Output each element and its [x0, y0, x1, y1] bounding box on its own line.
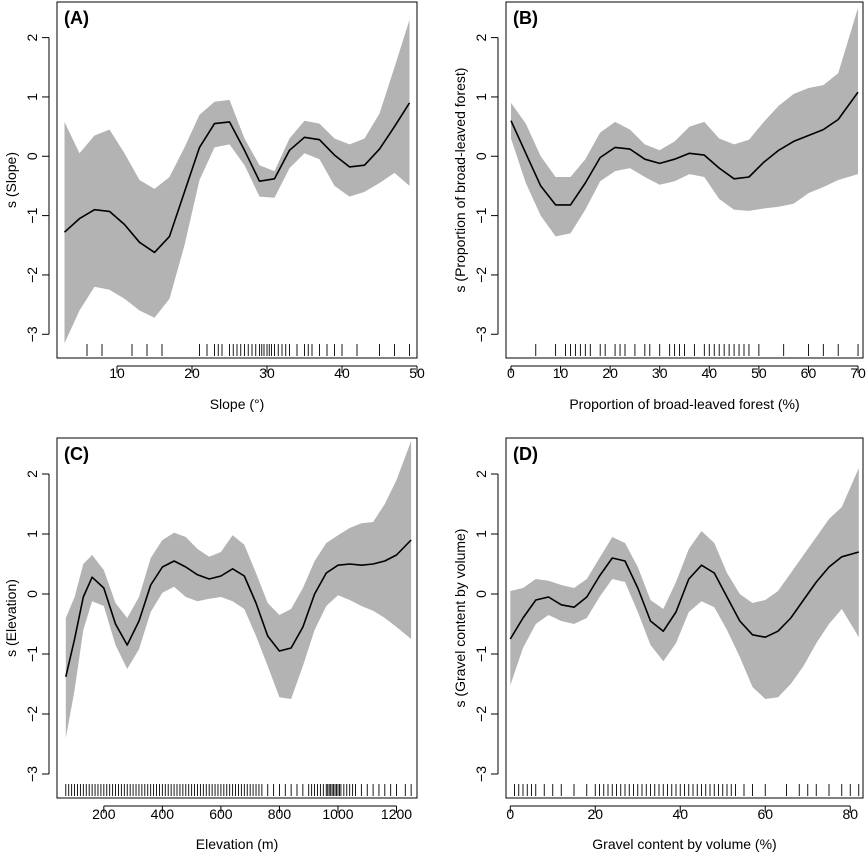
- x-tick-label: 70: [850, 365, 866, 381]
- fitted-line: [63, 102, 411, 254]
- y-tick-label: −1: [473, 207, 489, 223]
- x-tick-label: 400: [151, 806, 175, 822]
- panel-label: (B): [513, 8, 538, 28]
- x-tick-label: 800: [268, 806, 292, 822]
- fitted-line: [65, 539, 412, 677]
- plot-frame: [56, 437, 418, 799]
- y-tick-label: −3: [24, 326, 40, 342]
- y-tick-label: 2: [24, 470, 40, 478]
- x-tick-label: 20: [602, 365, 618, 381]
- confidence-band: [510, 468, 859, 699]
- x-tick-label: 10: [553, 365, 569, 381]
- x-tick-label: 20: [587, 806, 603, 822]
- panel-label: (A): [64, 8, 89, 28]
- y-tick-label: −2: [24, 706, 40, 722]
- plot-frame: [505, 1, 864, 359]
- y-axis: −3 −2 −1 0 1 2: [24, 33, 50, 342]
- y-axis-title: s (Proportion of broad-leaved forest): [452, 68, 468, 293]
- x-tick-label: 60: [801, 365, 817, 381]
- x-tick-label: 30: [259, 365, 275, 381]
- y-tick-label: 2: [473, 33, 489, 41]
- y-tick-label: 1: [473, 530, 489, 538]
- y-tick-label: 0: [24, 152, 40, 160]
- x-tick-label: 40: [702, 365, 718, 381]
- y-tick-label: 1: [24, 93, 40, 101]
- y-axis-title: s (Slope): [3, 152, 19, 208]
- x-axis: 0 20 40 60 80: [506, 805, 858, 822]
- y-tick-label: −1: [24, 207, 40, 223]
- y-tick-label: −2: [473, 267, 489, 283]
- x-tick-label: 1200: [381, 806, 412, 822]
- x-tick-label: 600: [209, 806, 233, 822]
- y-axis-title: s (Gravel content by volume): [452, 529, 468, 708]
- x-tick-label: 0: [506, 806, 514, 822]
- x-tick-label: 10: [109, 365, 125, 381]
- x-axis-title: Slope (°): [210, 396, 265, 412]
- plot-frame: [505, 437, 864, 799]
- y-tick-label: 0: [24, 590, 40, 598]
- x-tick-label: 30: [652, 365, 668, 381]
- x-tick-label: 50: [751, 365, 767, 381]
- x-axis-title: Elevation (m): [196, 836, 278, 852]
- x-tick-label: 40: [334, 365, 350, 381]
- panel-label: (C): [64, 444, 89, 464]
- confidence-band: [65, 441, 412, 738]
- x-axis: 0 10 20 30 40 50 60 70: [507, 365, 866, 381]
- x-tick-label: 80: [842, 806, 858, 822]
- fitted-line: [509, 551, 860, 640]
- x-tick-label: 200: [92, 806, 116, 822]
- x-tick-label: 50: [409, 365, 425, 381]
- y-tick-label: −2: [24, 267, 40, 283]
- confidence-band: [64, 19, 410, 344]
- x-axis: 10 20 30 40 50: [109, 365, 425, 381]
- y-tick-label: 0: [473, 590, 489, 598]
- y-tick-label: −1: [473, 646, 489, 662]
- y-tick-label: 2: [24, 33, 40, 41]
- y-tick-label: −2: [473, 706, 489, 722]
- y-axis: −3 −2 −1 0 1 2: [473, 470, 499, 782]
- plot-frame: [56, 1, 418, 359]
- panel-a: 10 20 30 40 50 Slope (°) −3 −2 −1 0 1 2 s (Slope) (A): [3, 1, 425, 412]
- y-tick-label: 1: [473, 93, 489, 101]
- x-tick-label: 0: [507, 365, 515, 381]
- y-axis: −3 −2 −1 0 1 2: [473, 33, 499, 342]
- y-tick-label: −1: [24, 646, 40, 662]
- y-axis: −3 −2 −1 0 1 2: [24, 470, 50, 782]
- x-axis-title: Proportion of broad-leaved forest (%): [569, 396, 799, 412]
- x-tick-label: 20: [184, 365, 200, 381]
- y-axis-title: s (Elevation): [3, 579, 19, 657]
- y-tick-label: −3: [473, 326, 489, 342]
- y-tick-label: 0: [473, 152, 489, 160]
- x-tick-label: 60: [757, 806, 773, 822]
- x-axis-title: Gravel content by volume (%): [592, 836, 776, 852]
- y-tick-label: 2: [473, 470, 489, 478]
- panel-c: 200 400 600 800 1000 1200 Elevation (m) −3 −2 −1 0…: [3, 437, 418, 852]
- x-tick-label: 1000: [322, 806, 353, 822]
- y-tick-label: −3: [473, 766, 489, 782]
- y-tick-label: −3: [24, 766, 40, 782]
- panel-label: (D): [513, 444, 538, 464]
- fitted-line: [510, 91, 859, 206]
- x-axis: 200 400 600 800 1000 1200: [92, 805, 412, 822]
- y-tick-label: 1: [24, 530, 40, 538]
- confidence-band: [511, 7, 858, 237]
- x-tick-label: 40: [672, 806, 688, 822]
